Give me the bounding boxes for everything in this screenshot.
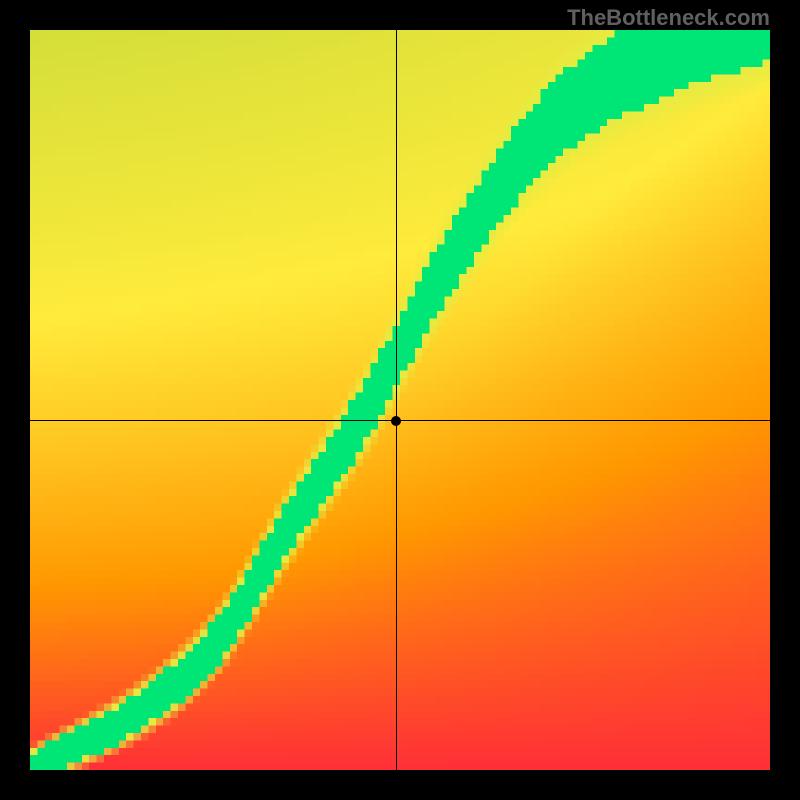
chart-container: TheBottleneck.com <box>0 0 800 800</box>
heatmap-canvas <box>30 30 770 770</box>
crosshair-vertical <box>396 30 397 770</box>
crosshair-marker <box>391 416 401 426</box>
watermark-text: TheBottleneck.com <box>567 5 770 31</box>
